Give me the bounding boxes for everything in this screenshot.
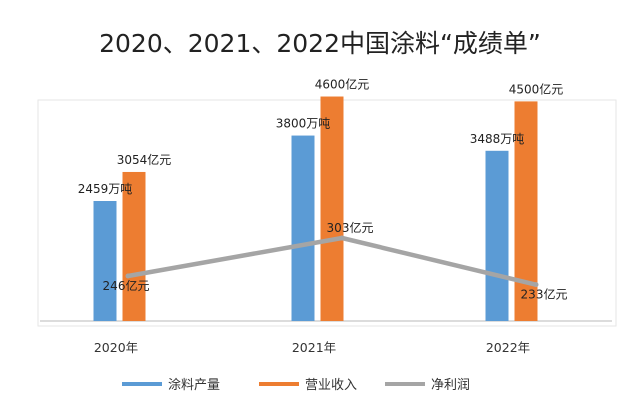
labels-layer: 2459万吨 3800万吨 3488万吨 3054亿元 4600亿元 4500亿元 246亿…	[78, 77, 568, 302]
line-data-label: 303亿元	[327, 220, 374, 235]
bar	[93, 201, 117, 321]
line-point	[533, 282, 539, 288]
legend-label: 营业收入	[305, 378, 357, 393]
bar-data-label: 4600亿元	[315, 77, 370, 92]
line-point	[125, 273, 131, 279]
category-labels: 2020年 2021年 2022年	[94, 340, 530, 355]
bar	[485, 150, 509, 321]
bar	[320, 96, 344, 322]
legend-label: 净利润	[431, 378, 470, 393]
bar-data-label: 3054亿元	[117, 152, 172, 167]
line-point	[339, 235, 345, 241]
chart-title: 2020、2021、2022中国涂料“成绩单”	[99, 29, 541, 58]
line-data-label: 233亿元	[521, 287, 568, 302]
line-layer	[125, 235, 539, 288]
bar	[122, 171, 146, 321]
legend: 涂料产量 营业收入 净利润	[122, 377, 470, 393]
bar	[514, 101, 538, 322]
line-data-label: 246亿元	[103, 278, 150, 293]
bar-data-label: 2459万吨	[78, 182, 133, 196]
bar	[291, 135, 315, 321]
category-label: 2022年	[486, 340, 530, 355]
legend-label: 涂料产量	[168, 377, 220, 393]
bar-data-label: 4500亿元	[509, 81, 564, 96]
bar-data-label: 3488万吨	[470, 132, 525, 146]
category-label: 2021年	[292, 340, 336, 355]
bar-data-label: 3800万吨	[276, 117, 331, 131]
category-label: 2020年	[94, 340, 138, 355]
